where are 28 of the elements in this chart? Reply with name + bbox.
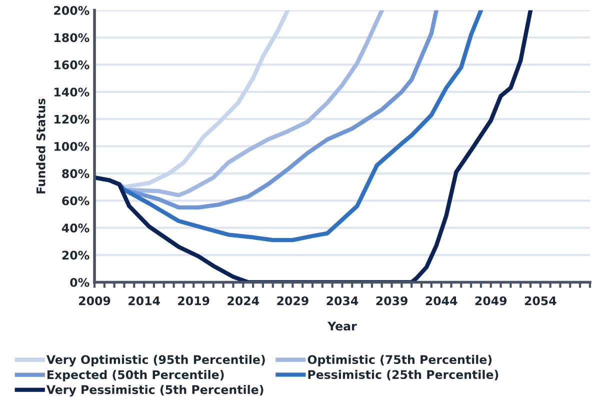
y-tick-label: 80% <box>62 169 90 178</box>
y-tick-label: 160% <box>54 60 90 70</box>
legend-label: Very Pessimistic (5th Percentile) <box>46 384 264 396</box>
x-tick-label: 2019 <box>178 296 210 306</box>
y-tick-label: 20% <box>62 250 90 260</box>
x-tick-label: 2044 <box>426 296 458 306</box>
y-tick-label: 0% <box>70 278 90 287</box>
y-tick-label: 200% <box>54 6 90 15</box>
x-tick-label: 2029 <box>277 296 308 306</box>
y-tick-label: 140% <box>54 88 90 97</box>
x-tick-label: 2049 <box>475 296 507 306</box>
x-tick-label: 2034 <box>326 296 358 306</box>
legend-label: Expected (50th Percentile) <box>47 370 224 382</box>
x-axis-title: Year <box>327 322 357 331</box>
legend-label: Very Optimistic (95th Percentile) <box>46 354 265 366</box>
x-tick-label: 2024 <box>228 296 260 306</box>
x-tick-label: 2039 <box>376 296 408 306</box>
y-tick-label: 40% <box>62 224 90 232</box>
legend-label: Optimistic (75th Percentile) <box>308 354 492 366</box>
x-tick-label: 2054 <box>524 296 556 306</box>
x-tick-label: 2014 <box>128 296 160 306</box>
y-tick-label: 60% <box>62 196 90 206</box>
x-tick-label: 2009 <box>79 296 110 306</box>
y-tick-label: 120% <box>54 114 90 124</box>
legend-label: Pessimistic (25th Percentile) <box>308 370 498 380</box>
y-axis-title: Funded Status <box>36 98 46 194</box>
y-tick-label: 100% <box>54 142 90 151</box>
y-tick-label: 180% <box>54 33 90 42</box>
